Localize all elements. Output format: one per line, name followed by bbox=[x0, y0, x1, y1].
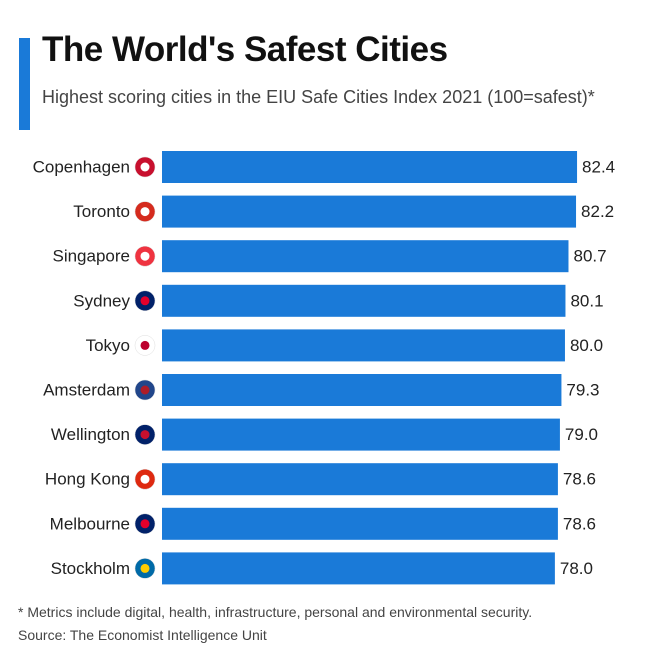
flag-icon-detail bbox=[140, 296, 150, 306]
value-label: 78.0 bbox=[560, 559, 593, 578]
accent-bar bbox=[19, 38, 30, 130]
flag-icon-detail bbox=[140, 385, 150, 395]
value-label: 80.0 bbox=[570, 336, 603, 355]
source: Source: The Economist Intelligence Unit bbox=[18, 627, 267, 643]
bar bbox=[162, 151, 578, 183]
bar bbox=[162, 329, 565, 362]
flag-icon-detail bbox=[140, 563, 150, 573]
footnote: * Metrics include digital, health, infra… bbox=[18, 604, 533, 620]
category-label: Amsterdam bbox=[43, 380, 130, 399]
category-label: Copenhagen bbox=[33, 157, 130, 176]
category-label: Tokyo bbox=[86, 336, 130, 355]
bar bbox=[162, 240, 569, 273]
bar bbox=[162, 374, 562, 406]
flag-icon-detail bbox=[140, 474, 150, 484]
category-label: Melbourne bbox=[50, 514, 130, 533]
flag-icon-detail bbox=[140, 162, 150, 172]
bar bbox=[162, 195, 577, 228]
bar bbox=[162, 284, 566, 317]
value-label: 79.3 bbox=[566, 380, 599, 399]
chart-title: The World's Safest Cities bbox=[42, 30, 448, 69]
chart: Copenhagen 82.4 Toronto 82.2 Singapore 80.7 Sy… bbox=[33, 151, 615, 585]
category-label: Stockholm bbox=[51, 559, 130, 578]
category-label: Sydney bbox=[73, 291, 130, 310]
value-label: 80.7 bbox=[573, 247, 606, 266]
value-label: 78.6 bbox=[563, 514, 596, 533]
bar bbox=[162, 507, 558, 540]
value-label: 78.6 bbox=[563, 470, 596, 489]
bar bbox=[162, 418, 560, 451]
value-label: 80.1 bbox=[570, 291, 603, 310]
chart-subtitle: Highest scoring cities in the EIU Safe C… bbox=[42, 87, 595, 107]
flag-icon-detail bbox=[140, 251, 150, 261]
value-label: 82.4 bbox=[582, 157, 615, 176]
flag-icon-detail bbox=[140, 207, 150, 217]
category-label: Wellington bbox=[51, 425, 130, 444]
bar bbox=[162, 463, 558, 496]
category-label: Hong Kong bbox=[45, 470, 130, 489]
value-label: 82.2 bbox=[581, 202, 614, 221]
flag-icon-detail bbox=[140, 430, 150, 440]
bar bbox=[162, 552, 555, 585]
flag-icon-detail bbox=[140, 340, 150, 350]
flag-icon-detail bbox=[140, 519, 150, 529]
category-label: Toronto bbox=[73, 202, 130, 221]
category-label: Singapore bbox=[52, 247, 130, 266]
value-label: 79.0 bbox=[565, 425, 598, 444]
